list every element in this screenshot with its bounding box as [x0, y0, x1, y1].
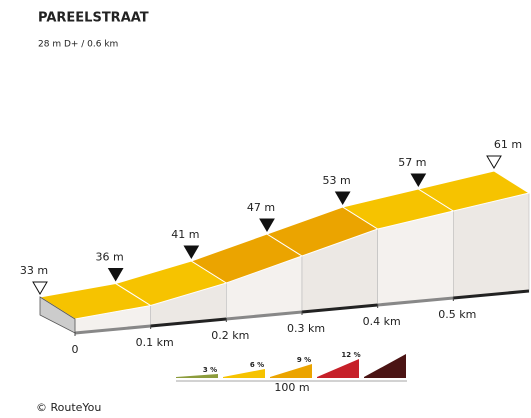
segment-surface: [417, 170, 531, 212]
x-tick-label: 0: [72, 343, 79, 356]
chart-subtitle: 28 m D+ / 0.6 km: [38, 40, 118, 50]
elevation-marker: [32, 281, 48, 295]
legend-swatch: [317, 359, 359, 378]
chart-title: PAREELSTRAAT: [38, 11, 149, 26]
legend-swatch: [270, 364, 312, 378]
elevation-marker: [259, 218, 275, 232]
legend-swatch: [176, 374, 218, 378]
elevation-marker: [410, 173, 427, 187]
x-tick-label: 0.5 km: [438, 308, 476, 321]
base-line: [226, 310, 303, 321]
x-tick-label: 0.4 km: [363, 315, 401, 328]
elevation-marker: [107, 268, 124, 282]
elevation-marker: [183, 245, 200, 259]
elevation-label: 61 m: [494, 138, 522, 151]
x-tick-label: 0.1 km: [136, 336, 174, 349]
legend-label: 6 %: [250, 361, 264, 369]
elevation-label: 53 m: [323, 174, 351, 187]
base-line: [377, 296, 454, 307]
base-line: [74, 324, 151, 335]
scale-label: 100 m: [274, 381, 309, 394]
elevation-label: 47 m: [247, 201, 275, 214]
base-line: [453, 289, 530, 300]
elevation-label: 36 m: [96, 251, 124, 264]
elevation-label: 57 m: [398, 156, 426, 169]
elevation-marker: [334, 191, 351, 205]
base-line: [301, 303, 378, 314]
elevation-marker: [486, 155, 502, 169]
elevation-label: 33 m: [20, 264, 48, 277]
legend-label: 3 %: [203, 366, 217, 374]
elevation-label: 41 m: [171, 228, 199, 241]
credit: © RouteYou: [36, 401, 101, 414]
legend-swatch: [364, 354, 406, 378]
legend-swatch: [223, 369, 265, 378]
x-tick-label: 0.2 km: [211, 329, 249, 342]
legend-label: 9 %: [297, 356, 311, 364]
base-line: [150, 317, 227, 328]
x-tick-label: 0.3 km: [287, 322, 325, 335]
legend-label: 12 %: [341, 351, 360, 359]
